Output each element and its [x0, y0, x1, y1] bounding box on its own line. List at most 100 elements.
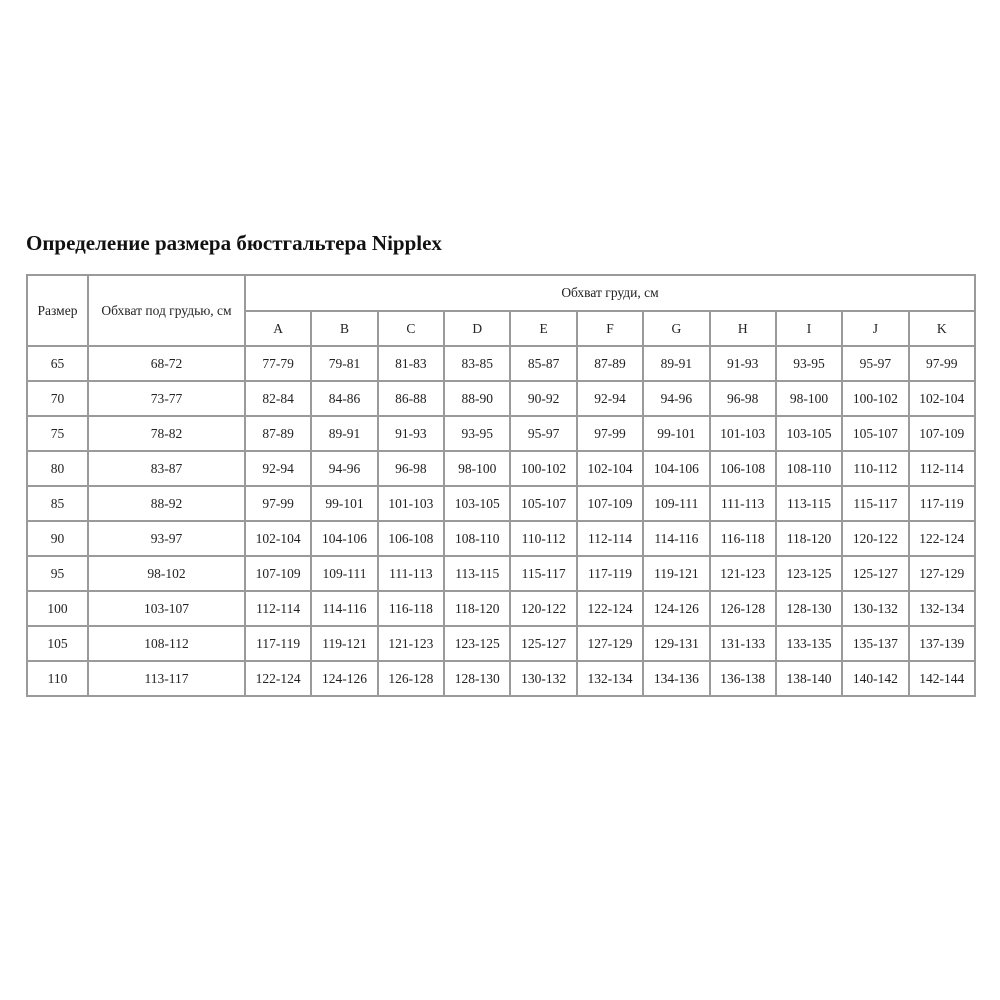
cell-bust-a: 122-124 — [243, 660, 313, 697]
cell-bust-e: 110-112 — [509, 520, 578, 557]
cell-bust-a: 112-114 — [243, 590, 313, 627]
cell-bust-h: 101-103 — [708, 415, 777, 452]
cell-bust-e: 130-132 — [509, 660, 578, 697]
cell-bust-f: 127-129 — [575, 625, 645, 662]
cell-bust-e: 120-122 — [509, 590, 578, 627]
header-cup-h: H — [708, 310, 777, 347]
header-cup-a: A — [243, 310, 313, 347]
table-row: 95 98-102 107-109 109-111 111-113 113-115 115-… — [26, 555, 977, 592]
cell-underbust: 103-107 — [87, 590, 246, 627]
cell-underbust: 73-77 — [87, 380, 246, 417]
cell-bust-e: 85-87 — [509, 345, 578, 382]
header-cup-b: B — [310, 310, 379, 347]
cell-bust-f: 107-109 — [575, 485, 645, 522]
cell-bust-a: 117-119 — [243, 625, 313, 662]
cell-bust-a: 97-99 — [243, 485, 313, 522]
cell-bust-c: 121-123 — [376, 625, 446, 662]
cell-size: 85 — [26, 485, 89, 522]
cell-bust-c: 111-113 — [376, 555, 446, 592]
cell-bust-a: 102-104 — [243, 520, 313, 557]
table-row: 110 113-117 122-124 124-126 126-128 128-130 13… — [26, 660, 977, 697]
cell-bust-b: 119-121 — [310, 625, 379, 662]
cell-bust-h: 136-138 — [708, 660, 777, 697]
cell-bust-a: 92-94 — [243, 450, 313, 487]
header-cup-d: D — [443, 310, 512, 347]
cell-bust-g: 124-126 — [642, 590, 711, 627]
cell-bust-c: 81-83 — [376, 345, 446, 382]
cell-bust-j: 95-97 — [841, 345, 910, 382]
cell-bust-b: 94-96 — [310, 450, 379, 487]
cell-bust-f: 117-119 — [575, 555, 645, 592]
cell-bust-k: 137-139 — [907, 625, 977, 662]
cell-bust-c: 106-108 — [376, 520, 446, 557]
cell-bust-d: 103-105 — [443, 485, 512, 522]
cell-bust-k: 102-104 — [907, 380, 977, 417]
cell-bust-f: 112-114 — [575, 520, 645, 557]
table-row: 105 108-112 117-119 119-121 121-123 123-125 12… — [26, 625, 977, 662]
cell-bust-i: 138-140 — [774, 660, 844, 697]
cell-bust-d: 118-120 — [443, 590, 512, 627]
cell-bust-g: 109-111 — [642, 485, 711, 522]
cell-bust-k: 112-114 — [907, 450, 977, 487]
header-size: Размер — [26, 274, 89, 347]
cell-size: 105 — [26, 625, 89, 662]
cell-bust-j: 105-107 — [841, 415, 910, 452]
cell-bust-g: 94-96 — [642, 380, 711, 417]
page-title: Определение размера бюстгальтера Nipplex — [26, 231, 442, 255]
cell-bust-h: 111-113 — [708, 485, 777, 522]
cell-bust-b: 79-81 — [310, 345, 379, 382]
cell-underbust: 108-112 — [87, 625, 246, 662]
cell-bust-a: 82-84 — [243, 380, 313, 417]
cell-bust-c: 96-98 — [376, 450, 446, 487]
cell-bust-e: 95-97 — [509, 415, 578, 452]
cell-size: 100 — [26, 590, 89, 627]
header-cup-i: I — [774, 310, 844, 347]
cell-bust-g: 99-101 — [642, 415, 711, 452]
cell-bust-i: 103-105 — [774, 415, 844, 452]
cell-bust-j: 115-117 — [841, 485, 910, 522]
cell-bust-g: 114-116 — [642, 520, 711, 557]
cell-bust-k: 142-144 — [907, 660, 977, 697]
cell-bust-d: 98-100 — [443, 450, 512, 487]
cell-size: 90 — [26, 520, 89, 557]
cell-bust-b: 114-116 — [310, 590, 379, 627]
header-underbust: Обхват под грудью, см — [87, 274, 246, 347]
cell-bust-a: 77-79 — [243, 345, 313, 382]
cell-bust-e: 100-102 — [509, 450, 578, 487]
cell-bust-b: 84-86 — [310, 380, 379, 417]
cell-size: 70 — [26, 380, 89, 417]
cell-bust-f: 92-94 — [575, 380, 645, 417]
header-cup-e: E — [509, 310, 578, 347]
header-cup-f: F — [575, 310, 645, 347]
cell-bust-b: 109-111 — [310, 555, 379, 592]
cell-size: 110 — [26, 660, 89, 697]
cell-size: 75 — [26, 415, 89, 452]
cell-bust-i: 113-115 — [774, 485, 844, 522]
cell-bust-b: 99-101 — [310, 485, 379, 522]
cell-bust-e: 115-117 — [509, 555, 578, 592]
cell-bust-f: 97-99 — [575, 415, 645, 452]
cell-bust-k: 122-124 — [907, 520, 977, 557]
cell-underbust: 113-117 — [87, 660, 246, 697]
cell-bust-i: 98-100 — [774, 380, 844, 417]
cell-size: 95 — [26, 555, 89, 592]
cell-bust-i: 133-135 — [774, 625, 844, 662]
cell-bust-a: 107-109 — [243, 555, 313, 592]
cell-bust-k: 117-119 — [907, 485, 977, 522]
cell-bust-k: 132-134 — [907, 590, 977, 627]
cell-bust-d: 108-110 — [443, 520, 512, 557]
cell-bust-i: 123-125 — [774, 555, 844, 592]
cell-bust-b: 104-106 — [310, 520, 379, 557]
cell-underbust: 78-82 — [87, 415, 246, 452]
cell-bust-j: 130-132 — [841, 590, 910, 627]
cell-bust-f: 87-89 — [575, 345, 645, 382]
cell-underbust: 68-72 — [87, 345, 246, 382]
cell-bust-i: 128-130 — [774, 590, 844, 627]
cell-bust-f: 102-104 — [575, 450, 645, 487]
cell-bust-j: 120-122 — [841, 520, 910, 557]
cell-bust-j: 125-127 — [841, 555, 910, 592]
cell-bust-j: 110-112 — [841, 450, 910, 487]
cell-bust-h: 126-128 — [708, 590, 777, 627]
cell-underbust: 93-97 — [87, 520, 246, 557]
